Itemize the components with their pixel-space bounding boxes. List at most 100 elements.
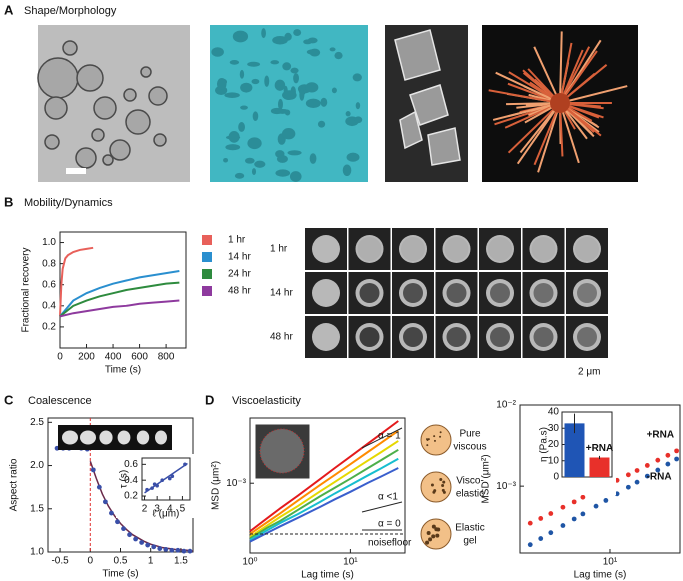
point (644, 473, 650, 479)
y-tick-label: 2.0 (30, 460, 44, 471)
point (560, 523, 566, 528)
point (527, 520, 533, 526)
series-line (249, 448, 399, 540)
point (160, 478, 165, 482)
legend-swatch (202, 286, 212, 296)
droplet (211, 47, 224, 57)
droplet (102, 154, 114, 166)
droplet (352, 73, 362, 82)
state-icon (420, 518, 452, 550)
droplet (240, 105, 248, 110)
crystal (394, 29, 441, 81)
spike (533, 102, 561, 166)
droplet (244, 157, 255, 164)
droplet (299, 88, 305, 101)
x-tick-label: -0.5 (51, 556, 69, 567)
legend-label: 1 hr (228, 235, 246, 246)
droplet (254, 160, 266, 168)
x-axis-label: ℓ (μm) (153, 509, 180, 520)
spike (533, 46, 561, 104)
spike (492, 102, 561, 121)
droplet (275, 169, 291, 177)
point (655, 467, 661, 473)
droplet (80, 430, 96, 445)
droplet (236, 32, 242, 37)
frap-droplet (312, 279, 340, 307)
x-tick-label: 2 (142, 504, 148, 515)
frap-bleach (446, 283, 467, 303)
point (181, 548, 187, 554)
droplet (76, 64, 104, 92)
scale-label: 2 μm (578, 367, 600, 378)
point (674, 456, 679, 462)
crystal (427, 127, 461, 166)
droplet (62, 40, 78, 56)
point (145, 542, 151, 548)
state-dot (433, 435, 436, 438)
series-line (59, 281, 180, 318)
state-label: Visco- (456, 476, 484, 487)
x-tick-label: 200 (78, 352, 95, 363)
panel-title: Mobility/Dynamics (24, 197, 113, 209)
spike (559, 102, 580, 164)
droplet (264, 75, 270, 87)
x-tick-label: 1 (148, 556, 154, 567)
droplet (290, 67, 299, 74)
droplet (75, 147, 97, 169)
droplet (334, 51, 343, 60)
legend-swatch (202, 235, 212, 245)
droplet (329, 47, 336, 52)
annotation: α <1 (378, 492, 398, 503)
panel-title: Viscoelasticity (232, 395, 301, 407)
state-label: Elastic (455, 523, 484, 534)
y-axis-label: Fractional recovery (21, 247, 32, 332)
droplet (354, 116, 363, 124)
state-dot (439, 435, 442, 438)
x-tick-label: 400 (105, 352, 122, 363)
droplet (140, 66, 152, 78)
state-dot (439, 431, 442, 434)
droplet (251, 78, 260, 85)
spike (519, 102, 561, 154)
droplet (123, 88, 137, 102)
state-dot (431, 534, 436, 539)
frap-bleach (533, 283, 554, 303)
bar (564, 423, 585, 477)
state-label: elastic (456, 489, 484, 500)
state-icon (420, 424, 452, 456)
y-tick-label: 1.0 (30, 547, 44, 558)
x-tick-label: 800 (158, 352, 175, 363)
annotation: α = 1 (378, 431, 401, 442)
point (580, 494, 586, 500)
point (665, 461, 671, 467)
frap-bleach (490, 283, 510, 303)
point (96, 484, 102, 490)
y-tick-label: 0.6 (42, 279, 56, 290)
droplet (346, 152, 360, 162)
point (625, 484, 631, 490)
x-tick-label: 3 (154, 504, 160, 515)
state-dot (436, 527, 441, 532)
y-tick-label: 0.4 (42, 300, 56, 311)
droplet (342, 164, 352, 177)
droplet (282, 62, 292, 71)
point (548, 530, 554, 536)
state-dot (425, 540, 430, 545)
droplet (109, 139, 131, 161)
droplet (261, 28, 266, 39)
droplet (309, 153, 317, 164)
droplet (251, 168, 257, 175)
x-tick-label: 0 (88, 556, 94, 567)
droplet (240, 82, 253, 93)
droplet (62, 430, 78, 445)
point (115, 519, 120, 525)
point (593, 503, 599, 509)
row-label: 1 hr (270, 244, 288, 255)
frap-bleach (577, 283, 597, 303)
legend-label: 48 hr (228, 286, 251, 297)
y-tick-label: 0 (553, 472, 559, 483)
droplet (136, 430, 150, 445)
spike (559, 31, 563, 104)
point (169, 547, 175, 553)
point (603, 498, 609, 503)
